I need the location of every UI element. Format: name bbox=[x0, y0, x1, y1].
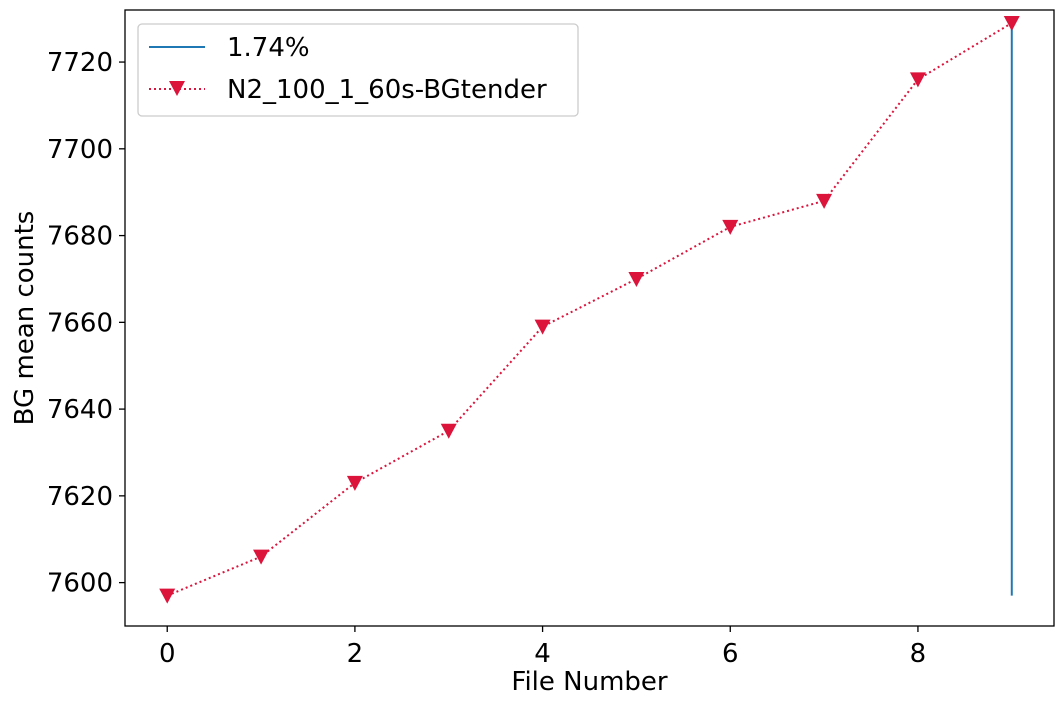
data-point bbox=[909, 72, 926, 88]
x-tick-label: 8 bbox=[910, 639, 927, 669]
x-tick-label: 2 bbox=[347, 639, 364, 669]
x-axis-label: File Number bbox=[511, 667, 668, 697]
y-tick-label: 7720 bbox=[47, 48, 113, 78]
legend-marker-series bbox=[169, 81, 185, 96]
y-axis-label: BG mean counts bbox=[10, 211, 40, 426]
legend-frame bbox=[137, 23, 579, 117]
y-tick-label: 7640 bbox=[47, 395, 113, 425]
y-tick-label: 7600 bbox=[47, 569, 113, 599]
legend-label-vertical-line: 1.74% bbox=[227, 33, 310, 63]
y-tick-label: 7620 bbox=[47, 482, 113, 512]
legend: 1.74% N2_100_1_60s-BGtender bbox=[137, 23, 579, 117]
plot-frame bbox=[124, 9, 1055, 627]
x-tick-label: 0 bbox=[159, 639, 176, 669]
data-point bbox=[534, 319, 551, 335]
data-point bbox=[816, 193, 833, 209]
legend-label-series: N2_100_1_60s-BGtender bbox=[227, 75, 547, 105]
data-point bbox=[346, 475, 363, 491]
y-tick-label: 7700 bbox=[47, 135, 113, 165]
data-point bbox=[628, 271, 645, 287]
y-tick-label: 7680 bbox=[47, 222, 113, 252]
series-line bbox=[166, 22, 1013, 597]
data-point bbox=[1003, 16, 1020, 32]
x-tick-label: 4 bbox=[534, 639, 551, 669]
ticks: 0 2 4 6 8 7600 7620 7640 7660 7680 7700 7720 bbox=[47, 48, 926, 669]
data-point bbox=[253, 549, 270, 565]
data-point bbox=[159, 588, 176, 604]
plot-area bbox=[159, 16, 1020, 604]
data-point bbox=[440, 423, 457, 439]
axes bbox=[124, 9, 1055, 627]
x-tick-label: 6 bbox=[722, 639, 739, 669]
y-tick-label: 7660 bbox=[47, 308, 113, 338]
data-point bbox=[722, 219, 739, 235]
